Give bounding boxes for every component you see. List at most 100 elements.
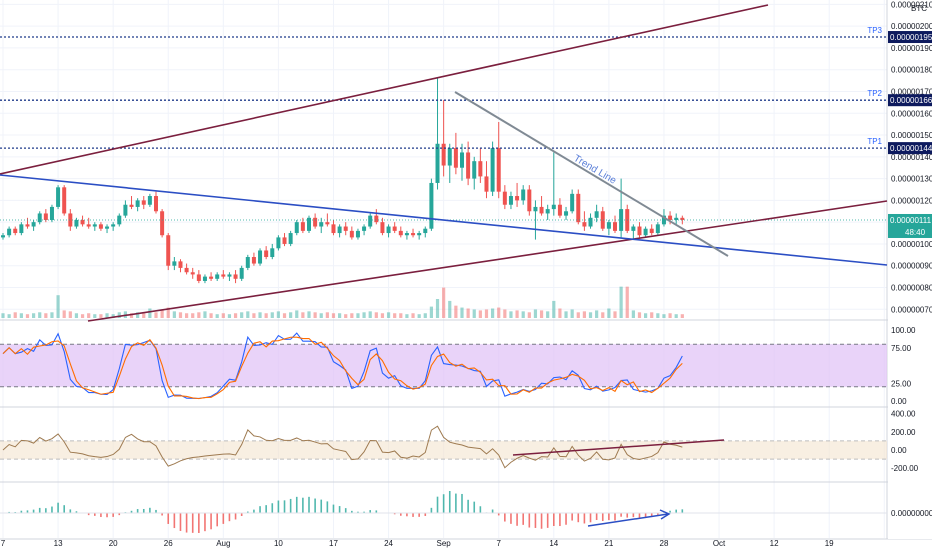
volume-bar xyxy=(399,313,402,318)
candle-body xyxy=(338,227,342,234)
candle-body xyxy=(313,218,317,227)
cci-tick-label: 400.00 xyxy=(891,410,916,419)
time-tick-label: 7 xyxy=(1,539,6,548)
volume-bar xyxy=(44,313,47,318)
time-tick-label: 19 xyxy=(825,539,834,548)
volume-bar xyxy=(656,313,659,318)
time-tick-label: 20 xyxy=(109,539,118,548)
candle-body xyxy=(25,224,29,226)
candle-body xyxy=(558,205,562,216)
volume-bar xyxy=(491,309,494,319)
macd-hist-bar xyxy=(461,494,463,513)
macd-hist-bar xyxy=(100,513,102,517)
price-tick-label: 0.00000210 xyxy=(891,0,932,9)
volume-bar xyxy=(595,310,598,318)
macd-hist-bar xyxy=(333,505,335,513)
candle-body xyxy=(215,274,219,278)
candle-body xyxy=(1,235,5,237)
candle-body xyxy=(68,213,72,226)
macd-hist-bar xyxy=(682,509,684,513)
volume-bar xyxy=(338,313,341,318)
macd-hist-bar xyxy=(327,501,329,513)
macd-hist-bar xyxy=(565,513,567,525)
volume-bar xyxy=(271,312,274,318)
macd-hist-bar xyxy=(180,513,182,531)
volume-bar xyxy=(540,310,543,318)
volume-bar xyxy=(369,311,372,318)
macd-hist-bar xyxy=(553,513,555,526)
price-tick-label: 0.00000160 xyxy=(891,109,932,118)
macd-hist-bar xyxy=(174,513,176,528)
candle-body xyxy=(417,233,421,235)
volume-bar xyxy=(485,309,488,318)
price-tick-label: 0.00000130 xyxy=(891,175,932,184)
volume-bar xyxy=(99,314,102,318)
candle-body xyxy=(270,248,274,257)
volume-bar xyxy=(473,309,476,318)
price-tick-label: 0.00000190 xyxy=(891,44,932,53)
volume-bar xyxy=(460,308,463,318)
macd-hist-bar xyxy=(467,500,469,513)
volume-bar xyxy=(283,313,286,318)
candle-body xyxy=(325,222,329,224)
volume-bar xyxy=(69,311,72,318)
volume-bar xyxy=(638,312,641,318)
time-tick-label: Aug xyxy=(216,539,230,548)
candle-body xyxy=(142,200,146,204)
candle-body xyxy=(74,220,78,227)
time-tick-label: 12 xyxy=(770,539,779,548)
candle-body xyxy=(240,268,244,279)
candle-body xyxy=(62,187,66,213)
volume-bar xyxy=(142,313,145,318)
macd-hist-bar xyxy=(290,499,292,513)
candle-body xyxy=(576,194,580,222)
candle-body xyxy=(301,222,305,231)
volume-bar xyxy=(589,312,592,318)
macd-hist-bar xyxy=(45,508,47,513)
stoch-tick-label: 25.00 xyxy=(891,379,912,388)
volume-bar xyxy=(620,287,623,318)
candle-body xyxy=(503,192,507,205)
macd-hist-bar xyxy=(633,513,635,517)
volume-bar xyxy=(191,313,194,318)
candle-body xyxy=(252,257,256,264)
candle-body xyxy=(160,211,164,235)
volume-bar xyxy=(14,312,17,318)
macd-hist-bar xyxy=(577,513,579,522)
volume-bar xyxy=(668,313,671,318)
candle-body xyxy=(509,196,513,205)
macd-hist-bar xyxy=(198,513,200,533)
macd-hist-bar xyxy=(186,513,188,533)
macd-hist-bar xyxy=(314,499,316,513)
volume-bar xyxy=(528,312,531,318)
volume-bar xyxy=(222,313,225,318)
candle-body xyxy=(7,229,11,236)
volume-bar xyxy=(448,301,451,318)
candle-body xyxy=(154,196,158,211)
macd-hist-bar xyxy=(63,505,65,513)
macd-hist-bar xyxy=(584,513,586,523)
volume-bar xyxy=(228,314,231,318)
volume-bar xyxy=(479,310,482,318)
candle-body xyxy=(87,224,91,226)
stoch-tick-label: 75.00 xyxy=(891,344,912,353)
macd-hist-bar xyxy=(253,510,255,513)
volume-bar xyxy=(50,312,53,318)
candle-body xyxy=(56,187,60,207)
volume-bar xyxy=(436,299,439,318)
price-axis: BTC0.000000700.000000800.000000900.00000… xyxy=(888,0,932,539)
macd-hist-bar xyxy=(51,507,53,513)
candle-body xyxy=(191,272,195,274)
volume-bar xyxy=(571,309,574,318)
volume-bar xyxy=(246,311,249,318)
time-tick-label: 28 xyxy=(660,539,669,548)
volume-bar xyxy=(148,309,151,319)
time-tick-label: 10 xyxy=(274,539,283,548)
macd-hist-bar xyxy=(431,508,433,513)
price-tick-label: 0.00000070 xyxy=(891,305,932,314)
volume-bar xyxy=(179,312,182,318)
volume-bar xyxy=(577,312,580,318)
cci-tick-label: 0.00 xyxy=(891,446,907,455)
